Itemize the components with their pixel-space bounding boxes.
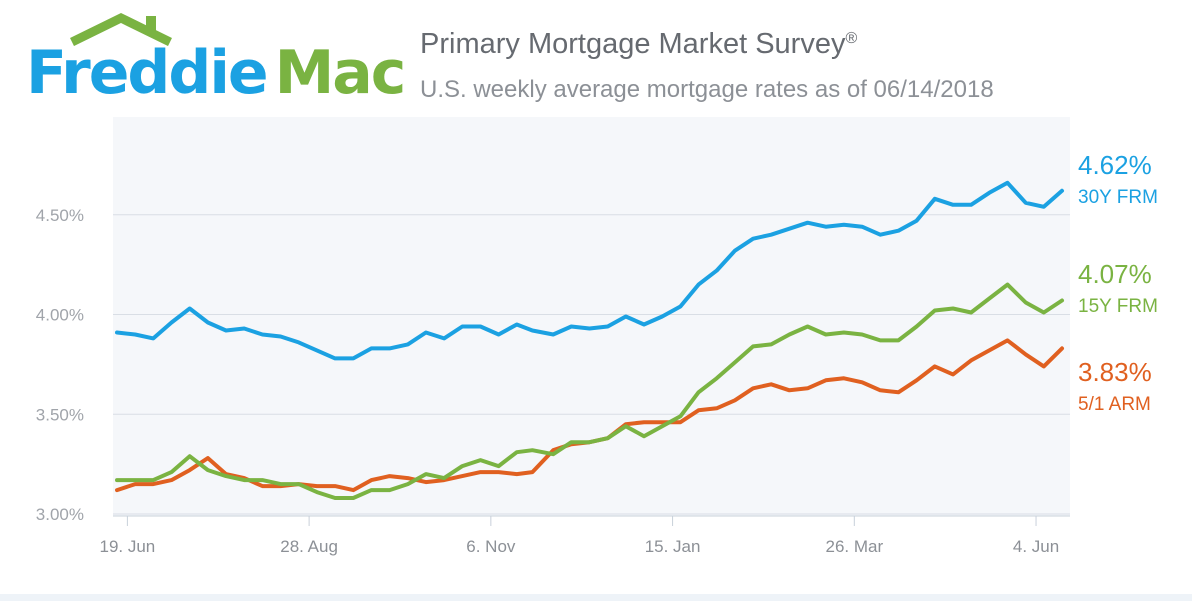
logo-word-mac: Mac: [274, 38, 407, 108]
x-tick-label: 28. Aug: [280, 537, 338, 556]
registered-mark: ®: [845, 30, 858, 47]
chart-title-text: Primary Mortgage Market Survey: [420, 28, 846, 60]
series-line-15y-frm: [115, 282, 1064, 500]
footer-band: [0, 594, 1192, 601]
x-tick-label: 15. Jan: [645, 537, 701, 556]
y-tick-label: 3.00%: [36, 505, 84, 524]
y-tick-label: 3.50%: [36, 405, 84, 424]
plot-area: [113, 117, 1070, 516]
y-tick-label: 4.00%: [36, 306, 84, 325]
freddie-mac-logo: Freddie Mac: [26, 12, 406, 108]
chart-title: Primary Mortgage Market Survey®: [420, 28, 857, 61]
series-name-30y-frm: 30Y FRM: [1078, 187, 1158, 208]
x-tick-label: 19. Jun: [100, 537, 156, 556]
x-tick-label: 26. Mar: [825, 537, 883, 556]
y-tick-label: 4.50%: [36, 206, 84, 225]
x-tick-label: 6. Nov: [466, 537, 516, 556]
logo-word-freddie: Freddie: [26, 38, 269, 108]
end-value-30y-frm: 4.62%: [1078, 150, 1152, 180]
series-name-5-1-arm: 5/1 ARM: [1078, 394, 1151, 415]
series-line-30y-frm: [115, 180, 1064, 361]
x-tick-label: 4. Jun: [1013, 537, 1059, 556]
logo-wordmark: Freddie Mac: [26, 38, 407, 108]
house-roof-icon: [70, 12, 172, 46]
end-value-15y-frm: 4.07%: [1078, 259, 1152, 289]
series-name-15y-frm: 15Y FRM: [1078, 296, 1158, 317]
chart-subtitle: U.S. weekly average mortgage rates as of…: [420, 76, 994, 103]
end-value-5-1-arm: 3.83%: [1078, 357, 1152, 387]
